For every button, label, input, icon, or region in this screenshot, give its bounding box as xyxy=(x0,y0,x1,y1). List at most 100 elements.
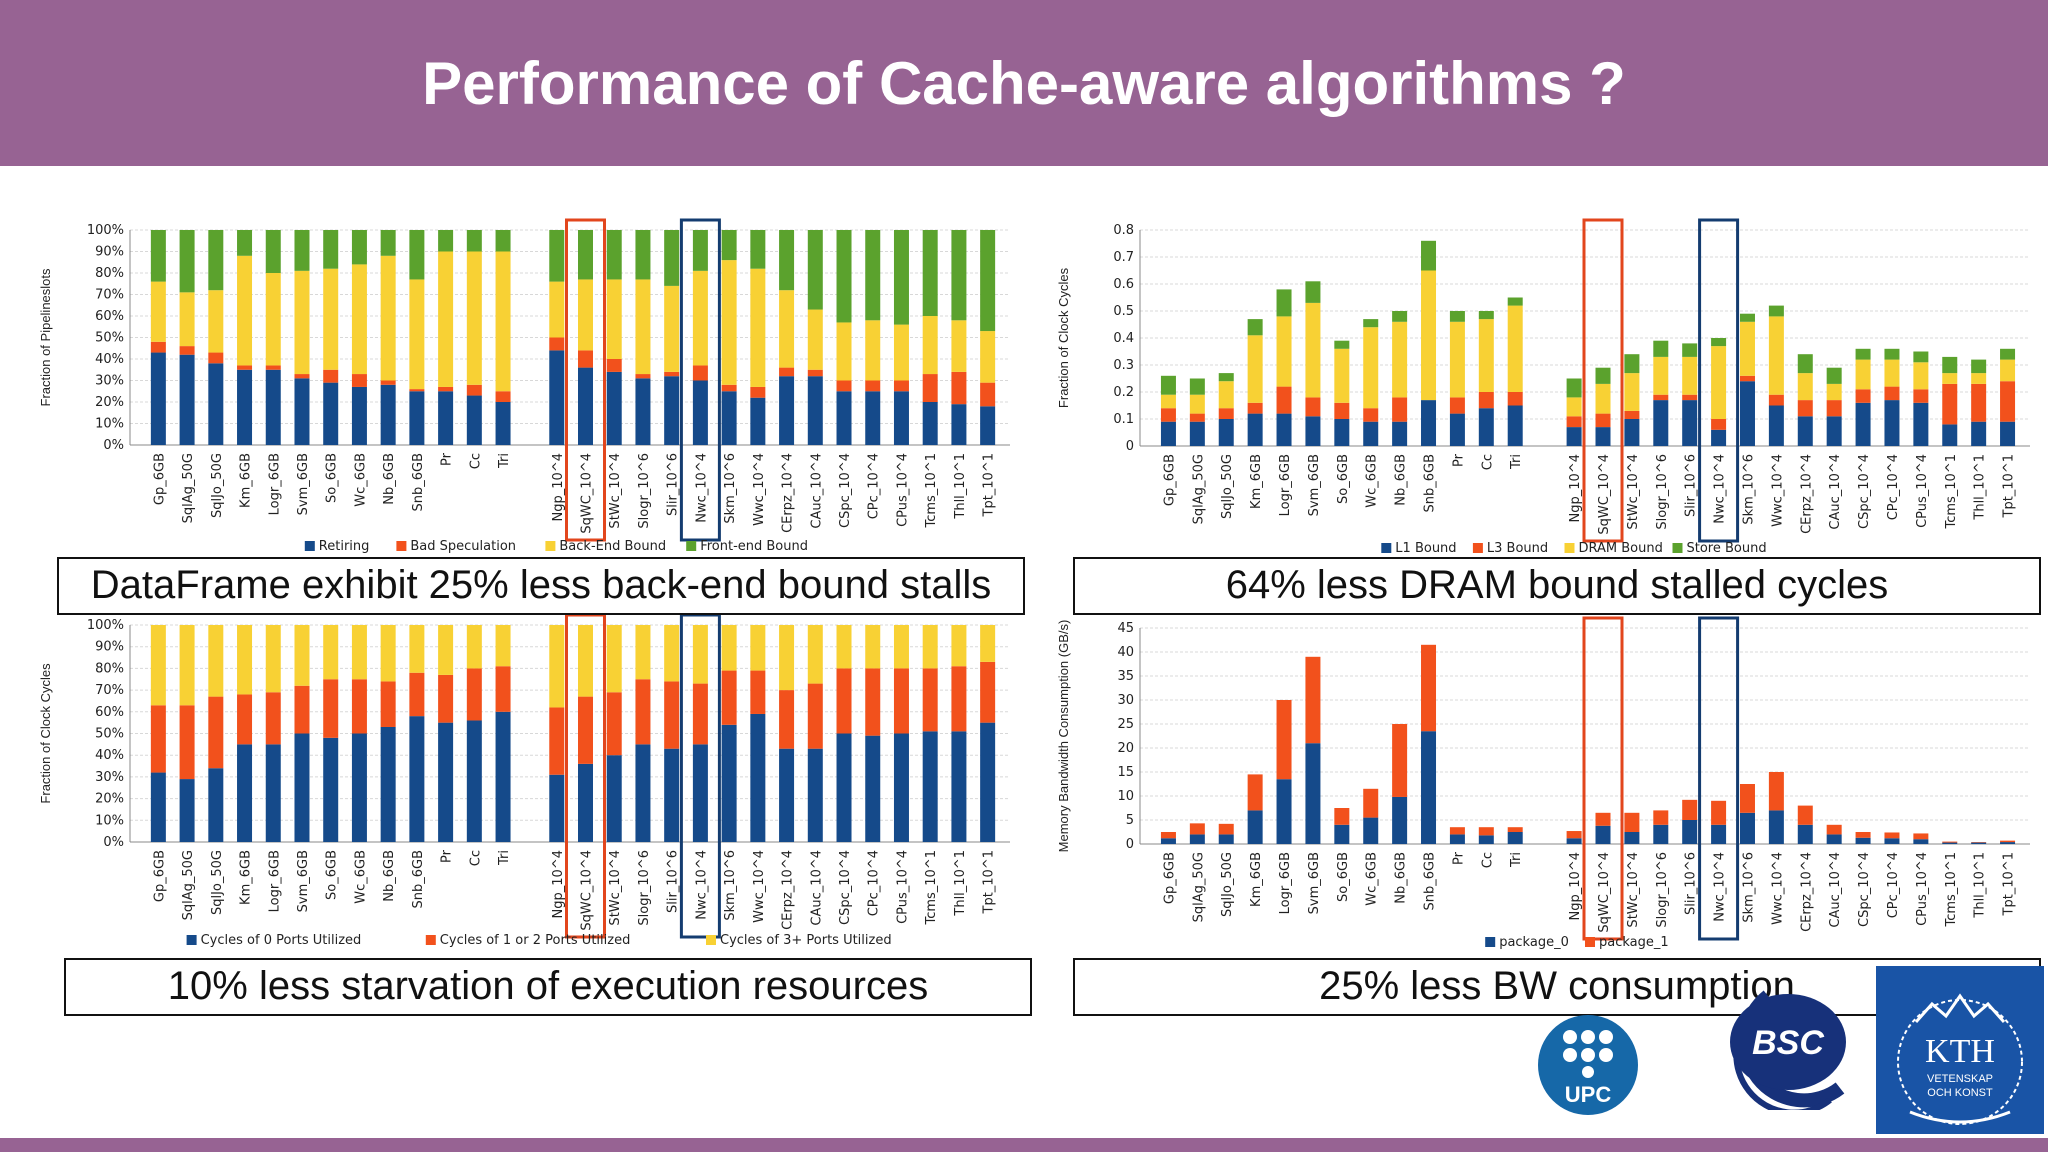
bar-cycles-of-0-ports-utilized-wc-6gb xyxy=(351,733,367,842)
x-tick-label: Svm_6GB xyxy=(296,453,311,515)
bar-package-1-sqljo-50g xyxy=(1218,823,1234,835)
bar-cycles-of-1-or-2-ports-utilized-cauc-10-4 xyxy=(807,683,823,749)
bar-front-end-bound-km-6gb xyxy=(237,230,253,256)
bar-l1-bound-tri xyxy=(1507,405,1523,446)
x-tick-label: Tcms_10^1 xyxy=(1944,454,1959,530)
bar-dram-bound-wc-6gb xyxy=(1363,327,1379,409)
bar-l1-bound-slogr-10-6 xyxy=(1653,400,1669,446)
highlight-box-sqwc-10-4 xyxy=(1582,616,1624,941)
y-tick-label: 80% xyxy=(95,266,124,281)
bar-cycles-of-1-or-2-ports-utilized-cpus-10-4 xyxy=(893,668,909,734)
y-tick-label: 0.6 xyxy=(1113,277,1134,292)
bar-retiring-slir-10-6 xyxy=(664,376,680,445)
bar-package-0-tcms-10-1 xyxy=(1942,842,1958,844)
bar-package-1-svm-6gb xyxy=(1305,656,1321,744)
bar-retiring-cauc-10-4 xyxy=(807,376,823,445)
x-tick-label: CAuc_10^4 xyxy=(1828,852,1843,928)
bar-cycles-of-1-or-2-ports-utilized-cspc-10-4 xyxy=(836,668,852,734)
bar-retiring-snb-6gb xyxy=(409,391,425,445)
legend-swatch-dram-bound xyxy=(1564,543,1575,553)
bar-store-bound-logr-6gb xyxy=(1276,289,1292,317)
x-tick-label: Pr xyxy=(1451,453,1466,467)
legend-swatch-back-end-bound xyxy=(545,541,556,551)
bar-package-1-tri xyxy=(1507,827,1523,832)
caption-execution-starvation: 10% less starvation of execution resourc… xyxy=(64,958,1032,1016)
bar-package-1-slir-10-6 xyxy=(1682,799,1698,820)
bar-cycles-of-0-ports-utilized-km-6gb xyxy=(237,744,253,842)
bar-back-end-bound-km-6gb xyxy=(237,255,253,366)
bar-retiring-cc xyxy=(466,395,482,445)
bar-dram-bound-gp-6gb xyxy=(1160,394,1176,409)
bar-bad-speculation-nwc-10-4 xyxy=(692,365,708,381)
bar-cycles-of-0-ports-utilized-sqljo-50g xyxy=(208,768,224,842)
bar-bad-speculation-tri xyxy=(495,391,511,402)
bar-cycles-of-0-ports-utilized-tri xyxy=(495,711,511,842)
bar-dram-bound-cpc-10-4 xyxy=(1884,359,1900,387)
bar-front-end-bound-so-6gb xyxy=(323,230,339,269)
bar-l1-bound-cspc-10-4 xyxy=(1855,402,1871,446)
bar-cycles-of-3-ports-utilized-tcms-10-1 xyxy=(922,625,938,669)
x-tick-label: SqlJo_50G xyxy=(1220,852,1235,917)
bar-l1-bound-thll-10-1 xyxy=(1971,421,1987,446)
bar-bad-speculation-wc-6gb xyxy=(351,374,367,387)
bar-package-1-stwc-10-4 xyxy=(1624,812,1640,832)
x-tick-label: Tri xyxy=(497,850,512,866)
chart-dram-bound: 0 0.1 0.2 0.3 0.4 0.5 0.6 0.7 0.8 Fraction of Clo… xyxy=(1056,218,2030,556)
bar-store-bound-wwc-10-4 xyxy=(1768,305,1784,317)
bar-cycles-of-1-or-2-ports-utilized-wc-6gb xyxy=(351,679,367,734)
x-tick-label: StWc_10^4 xyxy=(608,453,623,529)
bar-front-end-bound-nwc-10-4 xyxy=(692,230,708,271)
x-tick-label: SqlJo_50G xyxy=(210,850,225,915)
bar-bad-speculation-ngp-10-4 xyxy=(549,337,565,351)
bar-cycles-of-1-or-2-ports-utilized-nb-6gb xyxy=(380,681,396,727)
bar-dram-bound-nb-6gb xyxy=(1392,321,1408,398)
x-tick-label: CSpc_10^4 xyxy=(838,850,853,925)
bar-cycles-of-1-or-2-ports-utilized-snb-6gb xyxy=(409,672,425,717)
bar-back-end-bound-cerpz-10-4 xyxy=(779,290,795,368)
bar-cycles-of-3-ports-utilized-cpc-10-4 xyxy=(865,625,881,669)
bar-front-end-bound-cauc-10-4 xyxy=(807,230,823,310)
bar-l1-bound-km-6gb xyxy=(1247,413,1263,446)
bar-back-end-bound-nb-6gb xyxy=(380,255,396,381)
bar-back-end-bound-cpus-10-4 xyxy=(893,324,909,381)
kth-logo-text: KTH xyxy=(1925,1033,1995,1070)
bar-l1-bound-stwc-10-4 xyxy=(1624,419,1640,446)
legend-swatch-cycles-of-0-ports-utilized xyxy=(186,935,197,945)
bar-store-bound-ngp-10-4 xyxy=(1566,378,1582,398)
footer-bar xyxy=(0,1138,2048,1152)
bar-package-0-tpt-10-1 xyxy=(2000,842,2016,844)
x-tick-label: Tri xyxy=(1509,852,1524,868)
legend-swatch-cycles-of-1-or-2-ports-utilized xyxy=(425,935,436,945)
bar-cycles-of-3-ports-utilized-tri xyxy=(495,625,511,667)
x-tick-label: CAuc_10^4 xyxy=(809,453,824,529)
bar-cycles-of-1-or-2-ports-utilized-ngp-10-4 xyxy=(549,707,565,775)
bar-bad-speculation-sqwc-10-4 xyxy=(578,350,593,368)
x-tick-label: Nwc_10^4 xyxy=(1713,852,1728,922)
bar-back-end-bound-nwc-10-4 xyxy=(692,270,708,366)
x-tick-label: Svm_6GB xyxy=(1307,852,1322,914)
bar-front-end-bound-sqwc-10-4 xyxy=(578,230,593,280)
highlight-box-sqwc-10-4 xyxy=(565,613,606,939)
x-tick-label: Tpt_10^1 xyxy=(982,850,997,915)
x-tick-label: Cc xyxy=(1480,852,1495,868)
bar-back-end-bound-cc xyxy=(466,251,482,385)
highlight-box-nwc-10-4 xyxy=(679,218,721,542)
x-tick-label: Wc_6GB xyxy=(353,850,368,904)
bar-retiring-sqwc-10-4 xyxy=(578,367,593,445)
bar-bad-speculation-svm-6gb xyxy=(294,374,310,379)
bar-back-end-bound-cspc-10-4 xyxy=(836,322,852,381)
bar-l3-bound-stwc-10-4 xyxy=(1624,410,1640,419)
bsc-logo-text: BSC xyxy=(1752,1024,1824,1062)
bar-back-end-bound-pr xyxy=(438,251,454,387)
bar-package-1-gp-6gb xyxy=(1160,832,1176,839)
bar-cycles-of-0-ports-utilized-tcms-10-1 xyxy=(922,731,938,842)
bar-dram-bound-cspc-10-4 xyxy=(1855,359,1871,390)
x-tick-label: Skm_10^6 xyxy=(723,850,738,921)
bar-cycles-of-3-ports-utilized-svm-6gb xyxy=(294,625,310,686)
bar-front-end-bound-cc xyxy=(466,230,482,252)
x-tick-label: Slogr_10^6 xyxy=(637,453,652,529)
highlight-box-nwc-10-4 xyxy=(1698,616,1740,941)
bar-package-0-cc xyxy=(1478,835,1494,844)
y-tick-label: 35 xyxy=(1117,669,1134,684)
y-tick-label: 80% xyxy=(95,661,124,676)
